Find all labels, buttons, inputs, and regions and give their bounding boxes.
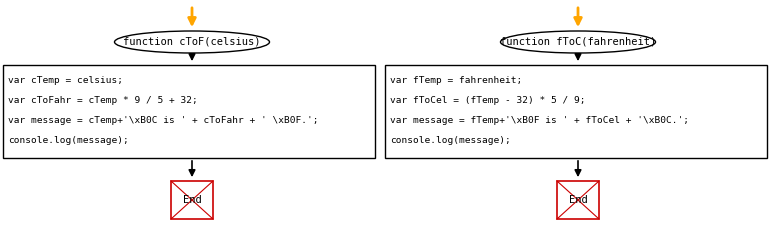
Bar bbox=[557, 181, 599, 219]
Text: console.log(message);: console.log(message); bbox=[8, 136, 129, 145]
Bar bbox=[385, 65, 767, 158]
Ellipse shape bbox=[500, 31, 655, 53]
Text: var message = cTemp+'\xB0C is ' + cToFahr + ' \xB0F.';: var message = cTemp+'\xB0C is ' + cToFah… bbox=[8, 116, 319, 125]
Bar bbox=[171, 181, 213, 219]
Text: var fTemp = fahrenheit;: var fTemp = fahrenheit; bbox=[390, 76, 522, 85]
Text: End: End bbox=[182, 195, 202, 205]
Text: console.log(message);: console.log(message); bbox=[390, 136, 511, 145]
Text: var fToCel = (fTemp - 32) * 5 / 9;: var fToCel = (fTemp - 32) * 5 / 9; bbox=[390, 96, 585, 105]
Text: var cTemp = celsius;: var cTemp = celsius; bbox=[8, 76, 123, 85]
Text: var message = fTemp+'\xB0F is ' + fToCel + '\xB0C.';: var message = fTemp+'\xB0F is ' + fToCel… bbox=[390, 116, 689, 125]
Text: End: End bbox=[568, 195, 588, 205]
Bar bbox=[3, 65, 375, 158]
Text: var cToFahr = cTemp * 9 / 5 + 32;: var cToFahr = cTemp * 9 / 5 + 32; bbox=[8, 96, 198, 105]
Text: function cToF(celsius): function cToF(celsius) bbox=[123, 37, 261, 47]
Text: function fToC(fahrenheit): function fToC(fahrenheit) bbox=[500, 37, 656, 47]
Ellipse shape bbox=[115, 31, 270, 53]
